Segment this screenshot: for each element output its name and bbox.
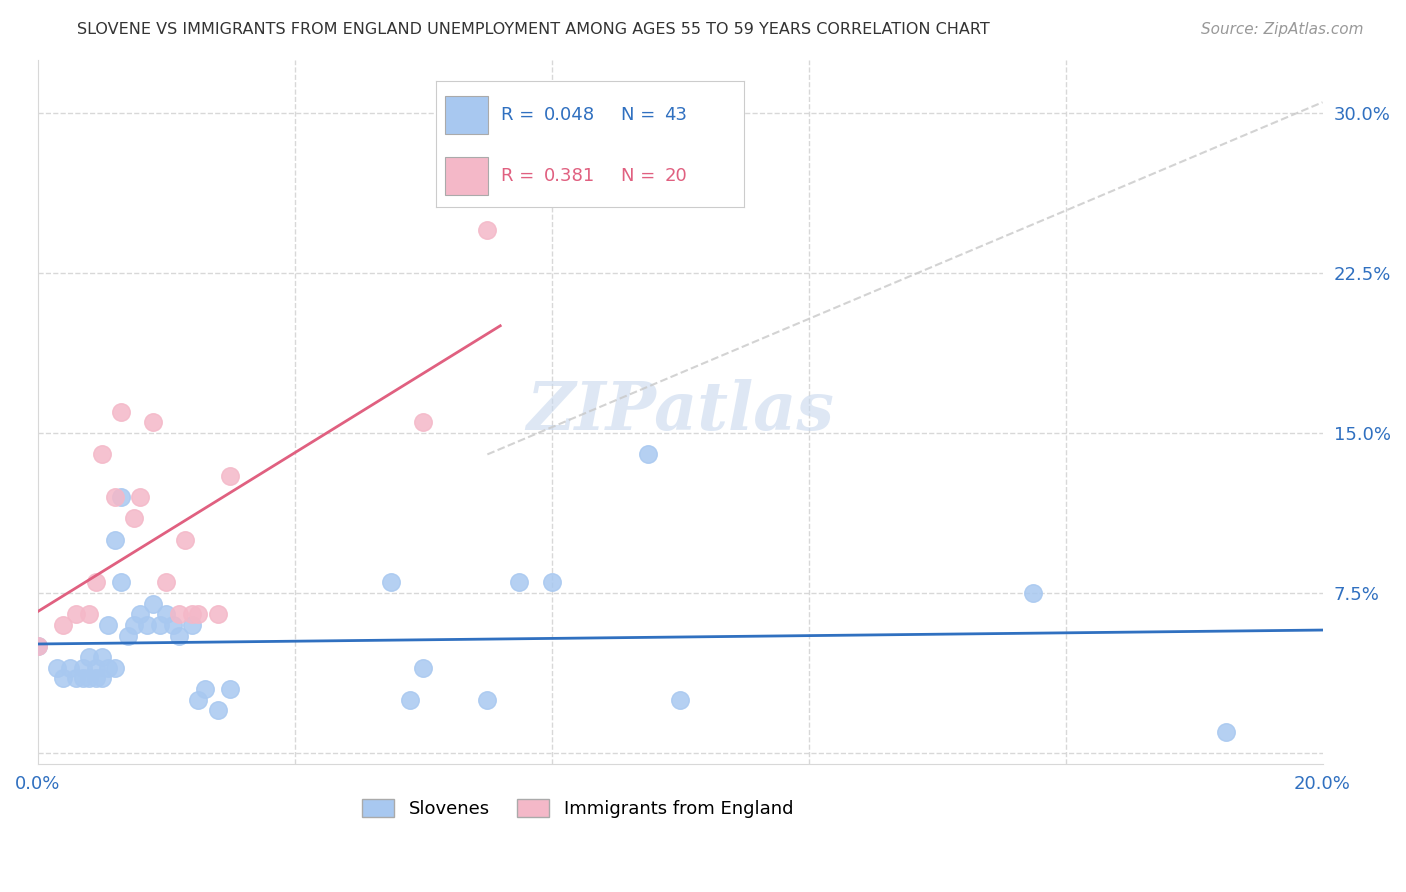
Point (1215, 724, 1237, 739)
Point (117, 629, 139, 643)
Point (65, 672, 87, 686)
Point (90, 447, 112, 461)
Point (412, 661, 434, 675)
Text: SLOVENE VS IMMIGRANTS FROM ENGLAND UNEMPLOYMENT AMONG AGES 55 TO 59 YEARS CORREL: SLOVENE VS IMMIGRANTS FROM ENGLAND UNEMP… (77, 22, 990, 37)
Point (669, 693, 692, 707)
Point (77, 672, 100, 686)
Point (104, 661, 127, 675)
Point (380, 575, 402, 590)
Point (77, 607, 100, 622)
Point (187, 693, 209, 707)
Point (167, 629, 190, 643)
Point (84, 575, 107, 590)
Point (412, 416, 434, 430)
Point (72, 672, 94, 686)
Point (52, 618, 75, 632)
Point (477, 693, 499, 707)
Point (46, 661, 69, 675)
Point (97, 661, 120, 675)
Point (219, 682, 242, 697)
Point (477, 223, 499, 237)
Point (122, 618, 145, 632)
Point (142, 416, 165, 430)
Point (187, 607, 209, 622)
Point (167, 607, 190, 622)
Point (90, 650, 112, 665)
Point (84, 672, 107, 686)
Point (637, 447, 659, 461)
Point (142, 597, 165, 611)
Point (162, 618, 184, 632)
Point (27, 640, 49, 654)
Point (135, 618, 157, 632)
Point (84, 661, 107, 675)
Point (155, 575, 177, 590)
Text: Source: ZipAtlas.com: Source: ZipAtlas.com (1201, 22, 1364, 37)
Point (129, 490, 152, 504)
Text: ZIPatlas: ZIPatlas (526, 379, 834, 444)
Point (508, 575, 530, 590)
Point (52, 672, 75, 686)
Point (104, 533, 127, 547)
Point (194, 682, 217, 697)
Point (180, 607, 202, 622)
Point (129, 607, 152, 622)
Point (540, 575, 562, 590)
Point (65, 607, 87, 622)
Point (174, 533, 197, 547)
Point (207, 703, 229, 717)
Point (122, 511, 145, 525)
Point (399, 693, 422, 707)
Point (97, 618, 120, 632)
Point (207, 607, 229, 622)
Point (104, 490, 127, 504)
Point (110, 490, 132, 504)
Point (149, 618, 172, 632)
Point (59, 661, 82, 675)
Point (90, 672, 112, 686)
Point (219, 468, 242, 483)
Point (155, 607, 177, 622)
Point (110, 575, 132, 590)
Point (1022, 586, 1045, 600)
Point (180, 618, 202, 632)
Point (72, 661, 94, 675)
Point (110, 405, 132, 419)
Legend: Slovenes, Immigrants from England: Slovenes, Immigrants from England (354, 791, 800, 825)
Point (77, 650, 100, 665)
Point (27, 640, 49, 654)
